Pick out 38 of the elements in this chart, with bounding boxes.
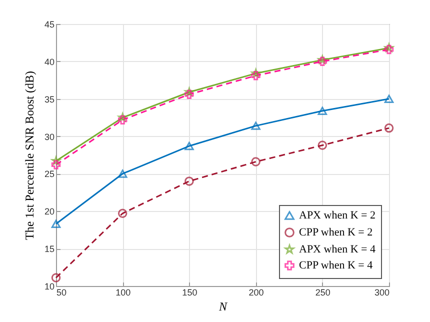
x-axis-title: N — [218, 300, 228, 314]
legend-label: CPP when K = 4 — [299, 260, 374, 272]
point — [51, 273, 61, 282]
point — [184, 142, 194, 150]
legend-label: APX when K = 2 — [299, 210, 376, 222]
y-tick-label: 10 — [44, 282, 54, 292]
y-tick-label: 40 — [44, 56, 54, 67]
y-tick-label: 25 — [44, 169, 54, 180]
point — [251, 157, 260, 166]
point — [184, 90, 194, 99]
x-tick-label: 300 — [374, 288, 390, 298]
point — [384, 94, 394, 103]
point — [318, 106, 328, 115]
point — [251, 71, 260, 80]
point — [118, 115, 128, 124]
x-tick-label: 100 — [116, 288, 131, 298]
y-axis-title: The 1st Percentile SNR Boost (dB) — [22, 71, 36, 240]
point — [251, 122, 260, 130]
x-tick-label: 150 — [182, 288, 198, 298]
point — [51, 160, 61, 170]
point — [118, 208, 128, 218]
legend-label: APX when K = 4 — [299, 244, 376, 256]
y-tick-label: 20 — [44, 206, 54, 217]
y-tick-label: 30 — [44, 132, 54, 142]
point — [384, 123, 394, 133]
point — [118, 170, 128, 178]
x-tick-label: 200 — [248, 288, 264, 298]
x-tick-label: 250 — [315, 288, 330, 298]
point — [184, 176, 194, 186]
point — [384, 44, 394, 54]
y-tick-label: 15 — [44, 244, 54, 254]
point — [51, 220, 61, 228]
point — [318, 140, 328, 150]
x-tick-label: 50 — [56, 288, 67, 298]
point — [318, 56, 328, 66]
legend-label: CPP when K = 2 — [299, 226, 373, 238]
y-tick-label: 35 — [44, 94, 54, 104]
y-tick-label: 45 — [44, 20, 54, 30]
